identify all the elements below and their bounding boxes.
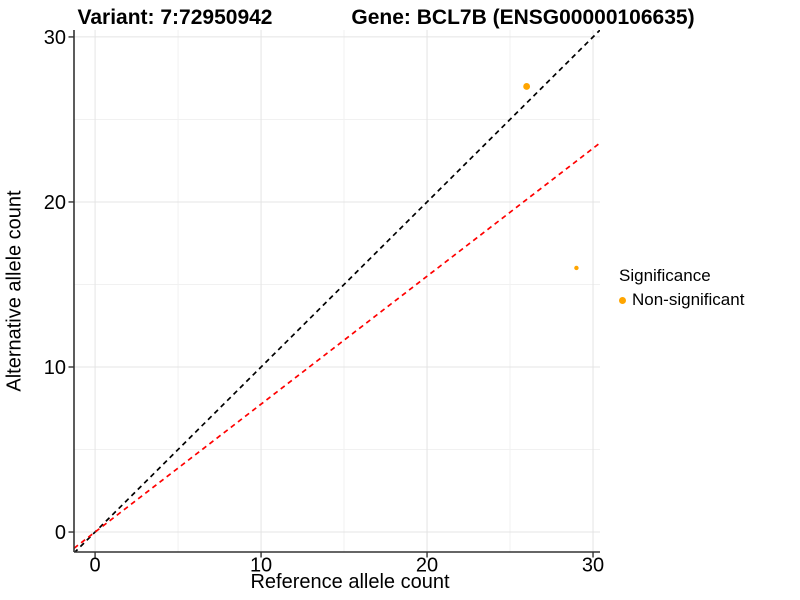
legend-item: Non-significant [619, 290, 744, 310]
expected-ratio-line [74, 142, 600, 549]
data-point [574, 265, 579, 271]
x-tick-label: 10 [250, 555, 272, 577]
gene-title: Gene: BCL7B (ENSG00000106635) [351, 6, 695, 29]
legend: Significance Non-significant [619, 266, 744, 310]
legend-point-swatch [619, 296, 626, 304]
reference-lines-group [74, 30, 600, 552]
x-tick-label: 0 [90, 555, 101, 577]
y-tick-label: 10 [44, 357, 66, 379]
data-point [523, 83, 531, 90]
x-tick-label: 20 [416, 555, 438, 577]
legend-title: Significance [619, 266, 711, 285]
x-tick-label: 30 [582, 555, 604, 577]
y-tick-label: 20 [44, 192, 66, 214]
variant-title: Variant: 7:72950942 [77, 6, 273, 29]
legend-item-label: Non-significant [632, 290, 745, 309]
y-axis-title: Alternative allele count [3, 190, 26, 392]
identity-line [74, 30, 600, 552]
y-tick-label: 30 [44, 27, 66, 49]
y-tick-label: 0 [55, 522, 66, 544]
x-axis-title: Reference allele count [250, 571, 450, 593]
